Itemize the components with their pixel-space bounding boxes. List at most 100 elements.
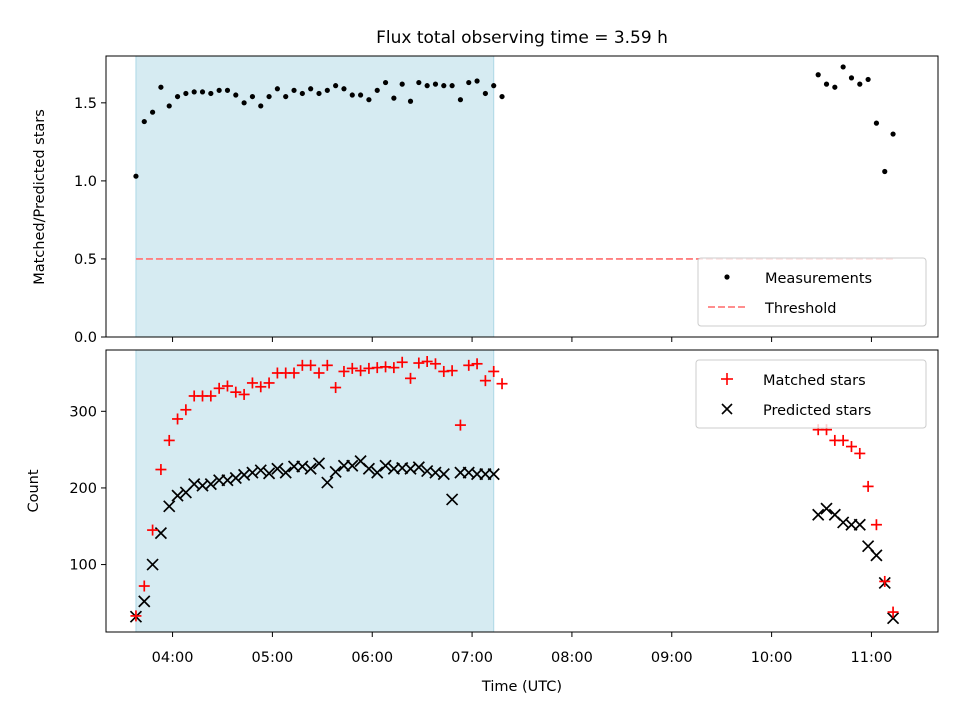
bottom-ticks: 100 200 300 04:00 05:00 06:00 07:00 08:00 09:00 1…: [69, 404, 892, 666]
predicted-stars-point: [371, 466, 384, 479]
measurement-point: [316, 90, 322, 97]
measurement-point: [158, 84, 164, 90]
predicted-stars-point: [379, 459, 392, 472]
measurement-point: [357, 92, 364, 98]
x-tick-label: 08:00: [551, 650, 593, 666]
legend-threshold-label: Threshold: [764, 301, 836, 317]
measurement-point: [382, 79, 389, 86]
predicted-stars-point: [437, 468, 450, 481]
measurement-point: [199, 89, 206, 95]
x-tick-label: 09:00: [651, 650, 693, 666]
bottom-ylabel: Count: [26, 469, 42, 512]
matched-stars-point: [845, 441, 857, 453]
predicted-stars-point: [812, 508, 825, 521]
measurement-point: [333, 83, 339, 89]
predicted-stars-point: [271, 462, 284, 475]
y-tick-label: 100: [69, 558, 97, 574]
matched-stars-point: [396, 356, 408, 368]
bottom-xlabel: Time (UTC): [481, 679, 562, 695]
measurement-point: [166, 103, 172, 109]
matched-stars-point: [471, 358, 483, 370]
measurement-point: [424, 83, 430, 89]
measurement-point: [457, 97, 464, 103]
matched-stars-point: [213, 382, 225, 394]
measurement-point: [274, 86, 280, 92]
measurement-point: [890, 131, 896, 137]
matched-stars-point: [429, 358, 441, 370]
measurement-point: [449, 83, 455, 89]
predicted-stars-point: [362, 462, 376, 475]
shaded-observing-interval: [135, 349, 495, 633]
legend-matched-marker: [721, 373, 733, 385]
x-tick-label: 05:00: [252, 650, 294, 666]
x-tick-label: 10:00: [751, 650, 793, 666]
matched-stars-point: [479, 375, 491, 387]
measurement-point: [208, 90, 214, 97]
measurement-point: [266, 93, 272, 100]
predicted-stars-point: [163, 500, 176, 513]
measurement-point: [216, 87, 222, 93]
matched-stars-point: [130, 610, 142, 622]
matched-stars-point: [155, 464, 167, 476]
predicted-stars-point: [296, 460, 309, 473]
bottom-legend-box: [695, 359, 927, 429]
predicted-stars-point: [246, 466, 259, 479]
predicted-stars-point: [262, 467, 276, 480]
predicted-stars-point: [346, 459, 359, 472]
top-shaded-interval: [135, 55, 495, 338]
y-tick-label: 0.0: [74, 330, 97, 346]
measurement-point: [432, 81, 439, 87]
matched-stars-point: [887, 606, 899, 618]
measurement-point: [133, 173, 139, 179]
measurement-point: [399, 81, 405, 87]
predicted-stars-point: [204, 478, 217, 491]
top-legend: Measurements Threshold: [697, 257, 927, 327]
measurement-point: [258, 103, 264, 109]
matched-stars-point: [255, 381, 267, 393]
measurement-point: [857, 81, 863, 87]
matched-stars-point: [837, 434, 849, 446]
predicted-stars-point: [820, 502, 833, 515]
matched-stars-point: [454, 419, 466, 431]
y-tick-label: 300: [69, 404, 97, 420]
measurement-point: [416, 79, 422, 86]
measurement-point: [848, 75, 855, 81]
predicted-stars-point: [329, 465, 342, 478]
measurement-point: [815, 72, 821, 78]
matched-stars-point: [879, 575, 891, 587]
matched-stars-point: [172, 413, 184, 425]
matched-stars-point: [313, 367, 325, 379]
measurement-point: [349, 92, 355, 98]
legend-measurements-label: Measurements: [765, 271, 872, 287]
predicted-stars-point: [886, 612, 900, 625]
top-axes-frame: [105, 55, 939, 338]
shaded-observing-interval: [135, 55, 495, 338]
legend-predicted-marker: [721, 403, 733, 415]
matched-stars-point: [355, 365, 367, 377]
measurement-point: [823, 81, 830, 87]
matched-stars-point: [305, 359, 317, 371]
measurement-point: [499, 93, 505, 100]
matched-stars-point: [338, 365, 350, 377]
measurement-point: [366, 97, 372, 103]
predicted-stars-point: [229, 471, 242, 485]
measurement-point: [141, 118, 147, 125]
measurement-point: [299, 90, 305, 97]
matched-stars-point: [870, 519, 882, 531]
predicted-stars-point: [321, 476, 334, 489]
matched-stars-point: [221, 380, 233, 392]
matched-stars-point: [230, 386, 242, 398]
predicted-stars-point: [853, 518, 866, 531]
matched-stars-point: [147, 524, 159, 536]
measurement-point: [324, 87, 330, 93]
y-tick-label: 1.5: [74, 96, 97, 112]
predicted-stars-point: [312, 457, 326, 470]
x-tick-label: 11:00: [851, 650, 893, 666]
legend-matched-label: Matched stars: [763, 373, 866, 389]
measurement-point: [341, 86, 347, 92]
matched-stars-point: [463, 359, 475, 371]
measurement-point: [283, 93, 289, 100]
matched-stars-point: [413, 357, 425, 369]
matched-stars-point: [180, 404, 192, 416]
